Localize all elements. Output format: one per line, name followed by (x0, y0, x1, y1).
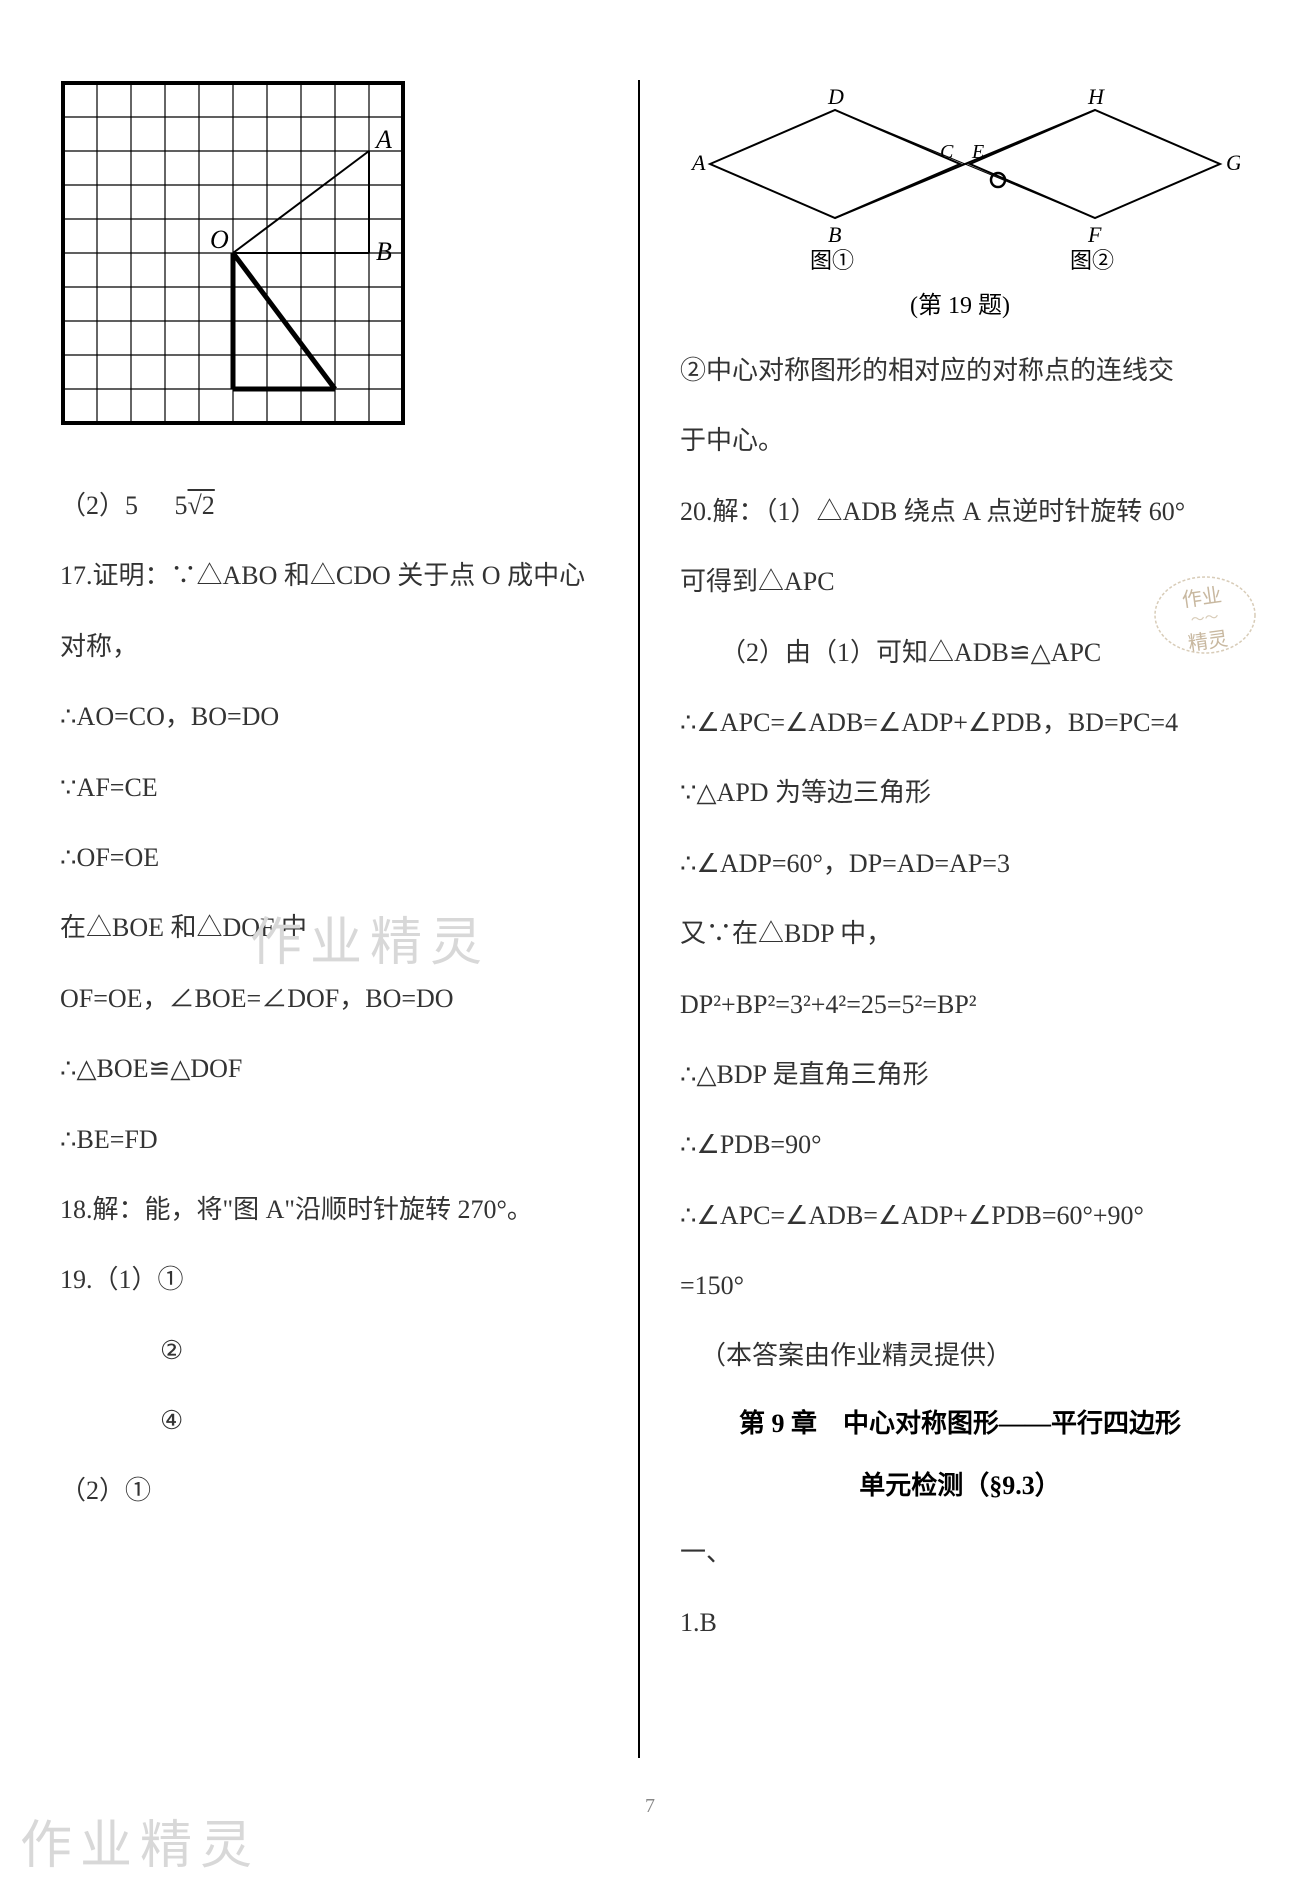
line-r16: 一、 (680, 1522, 1240, 1584)
line-17-2: 对称， (60, 616, 598, 678)
watermark-2: 作业精灵 (20, 1803, 260, 1878)
line-r7: ∵△APD 为等边三角形 (680, 762, 1240, 824)
label-E2: E (971, 141, 984, 163)
label-G2: G (1226, 150, 1240, 175)
line-17-3: ∴AO=CO，BO=DO (60, 686, 598, 748)
grid-svg: A O B (60, 80, 420, 440)
rhombus-svg: A B C D E F G H 图① 图② (680, 80, 1240, 280)
line-17-1: 17.证明：∵△ABO 和△CDO 关于点 O 成中心 (60, 545, 598, 607)
label-O: O (210, 225, 229, 254)
line-r10: DP²+BP²=3²+4²=25=5²=BP² (680, 974, 1240, 1036)
line-r3: 20.解：（1）△ADB 绕点 A 点逆时针旋转 60° (680, 481, 1240, 543)
answer-16-2: （2）5 5√2 (60, 475, 598, 537)
caption-left: 图① (810, 248, 854, 273)
line-17-4: ∵AF=CE (60, 757, 598, 819)
line-r14: =150° (680, 1255, 1240, 1317)
line-r9: 又∵在△BDP 中， (680, 903, 1240, 965)
label-F2: F (1087, 222, 1102, 247)
line-17-7: OF=OE，∠BOE=∠DOF，BO=DO (60, 968, 598, 1030)
right-column: A B C D E F G H 图① 图② (第 19 题) ②中心对称图形的相… (680, 80, 1240, 1758)
line-17-8: ∴△BOE≌△DOF (60, 1038, 598, 1100)
line-19-4: （2）① (60, 1460, 598, 1522)
line-19-1: 19.（1）① (60, 1249, 598, 1311)
page-number: 7 (645, 1795, 655, 1818)
rhombus-figure: A B C D E F G H 图① 图② (第 19 题) (680, 80, 1240, 320)
line-18: 18.解：能，将"图 A"沿顺时针旋转 270°。 (60, 1179, 598, 1241)
line-r2: 于中心。 (680, 410, 1240, 472)
line-17-6: 在△BOE 和△DOF 中 (60, 897, 598, 959)
line-r6: ∴∠APC=∠ADB=∠ADP+∠PDB，BD=PC=4 (680, 692, 1240, 754)
line-r15: （本答案由作业精灵提供） (680, 1325, 1240, 1387)
line-r12: ∴∠PDB=90° (680, 1114, 1240, 1176)
line-r11: ∴△BDP 是直角三角形 (680, 1044, 1240, 1106)
line-r5: （2）由（1）可知△ADB≌△APC (680, 622, 1240, 684)
label-B: B (376, 237, 392, 266)
line-r4: 可得到△APC (680, 551, 1240, 613)
label-D2: D (827, 84, 844, 109)
label-C2: C (940, 141, 954, 163)
section-heading: 单元检测（§9.3） (680, 1460, 1240, 1512)
line-19-2: ② (60, 1320, 598, 1382)
label-B2: B (828, 222, 841, 247)
line-17-5: ∴OF=OE (60, 827, 598, 889)
page-content: A O B （2）5 5√2 17.证明：∵△ABO 和△CDO 关于点 O 成… (60, 80, 1240, 1758)
line-19-3: ④ (60, 1390, 598, 1452)
label-A2: A (690, 150, 706, 175)
chapter-heading: 第 9 章 中心对称图形——平行四边形 (680, 1398, 1240, 1450)
caption-right: 图② (1070, 248, 1114, 273)
text: （2）5 (60, 491, 138, 520)
line-r1: ②中心对称图形的相对应的对称点的连线交 (680, 340, 1240, 402)
grid-geometry-figure: A O B (60, 80, 598, 445)
line-r17: 1.B (680, 1592, 1240, 1654)
line-r8: ∴∠ADP=60°，DP=AD=AP=3 (680, 833, 1240, 895)
figure-caption: (第 19 题) (680, 285, 1240, 320)
line-17-9: ∴BE=FD (60, 1109, 598, 1171)
label-A: A (374, 125, 392, 154)
column-divider (638, 80, 640, 1758)
label-H2: H (1087, 84, 1105, 109)
line-r13: ∴∠APC=∠ADB=∠ADP+∠PDB=60°+90° (680, 1185, 1240, 1247)
left-column: A O B （2）5 5√2 17.证明：∵△ABO 和△CDO 关于点 O 成… (60, 80, 598, 1758)
